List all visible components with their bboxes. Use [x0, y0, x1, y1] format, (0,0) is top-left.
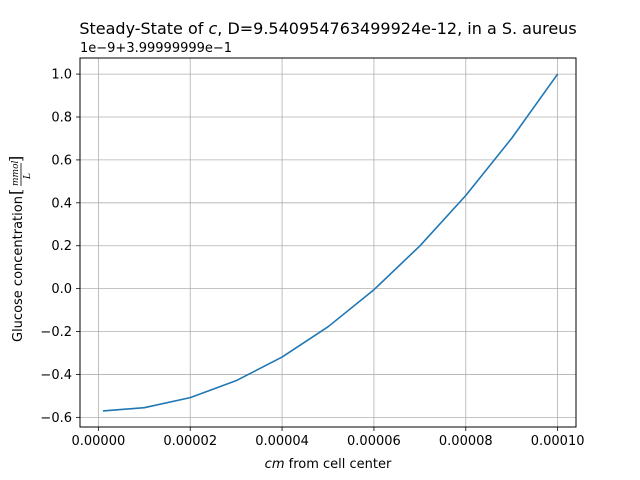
- plot-frame: [79, 57, 577, 428]
- x-axis: 0.00000 0.00002 0.00004 0.00006 0.00008 0.000…: [71, 427, 585, 449]
- y-axis-label-bracket-left: [: [6, 189, 25, 195]
- chart-title: Steady-State of c, D=9.540954763499924e-…: [79, 19, 576, 38]
- y-tick-label: −0.6: [40, 411, 72, 426]
- x-axis-label: cm from cell center: [265, 457, 392, 472]
- y-tick-label: 0.6: [51, 153, 72, 168]
- chart-title-suffix: , D=9.540954763499924e-12, in a S. aureu…: [217, 19, 576, 38]
- chart-title-var: c: [208, 19, 217, 38]
- y-axis-label-unit-num: mmol: [11, 161, 21, 186]
- chart-title-prefix: Steady-State of: [79, 19, 208, 38]
- y-tick-label: −0.2: [40, 325, 72, 340]
- x-tick-label: 0.00002: [163, 434, 217, 449]
- x-tick-label: 0.00004: [255, 434, 309, 449]
- y-axis-label-unit-den: L: [23, 173, 33, 180]
- y-tick-label: 0.4: [51, 196, 72, 211]
- series-line-0: [102, 73, 559, 412]
- x-axis-label-rest: from cell center: [284, 457, 391, 472]
- y-axis-label-main: Glucose concentration: [11, 196, 26, 342]
- y-axis-label-bracket-right: ]: [6, 156, 25, 162]
- x-tick-label: 0.00008: [439, 434, 493, 449]
- y-tick-label: 1.0: [51, 68, 72, 83]
- x-axis-label-var: cm: [265, 457, 285, 472]
- y-axis: −0.6 −0.4 −0.2 0.0 0.2 0.4 0.6 0.8 1.0: [40, 68, 80, 426]
- x-tick-label: 0.00006: [347, 434, 401, 449]
- y-tick-label: 0.2: [51, 239, 72, 254]
- grid: [80, 58, 576, 427]
- y-axis-label: Glucose concentration [ mmol L ]: [6, 156, 33, 342]
- series: [102, 73, 559, 412]
- y-tick-label: 0.8: [51, 110, 72, 125]
- y-tick-label: −0.4: [40, 368, 72, 383]
- y-tick-label: 0.0: [51, 282, 72, 297]
- x-tick-label: 0.00000: [71, 434, 125, 449]
- x-tick-label: 0.00010: [531, 434, 585, 449]
- y-offset-text: 1e−9+3.99999999e−1: [80, 41, 232, 56]
